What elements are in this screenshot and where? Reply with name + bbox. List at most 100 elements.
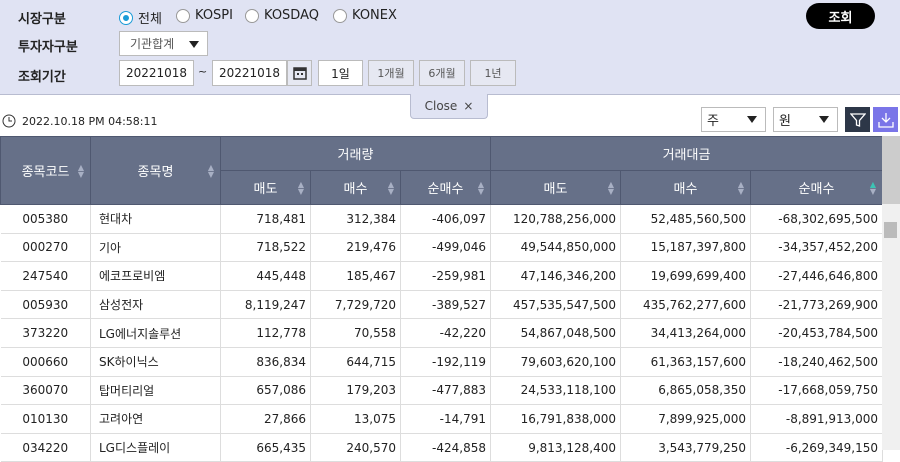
sort-icon: ▲ ▼: [207, 162, 214, 179]
timestamp: 2022.10.18 PM 04:58:11: [2, 114, 158, 128]
radio-label: KOSDAQ: [264, 8, 319, 23]
cell-name: SK하이닉스: [90, 347, 221, 377]
close-panel-button[interactable]: Close ×: [410, 94, 488, 119]
date-to-input[interactable]: 20221018: [212, 60, 287, 86]
radio-icon: [119, 10, 133, 25]
header-code[interactable]: 종목코드 ▲ ▼: [0, 136, 91, 205]
cell-vol-net: -192,119: [400, 347, 491, 377]
cell-amt-buy: 6,865,058,350: [620, 376, 751, 406]
cell-amt-buy: 61,363,157,600: [620, 347, 751, 377]
unit-qty-select[interactable]: 주: [701, 107, 766, 132]
chevron-down-icon: [819, 116, 829, 123]
cell-amt-buy: 7,899,925,000: [620, 404, 751, 434]
cell-amt-sell: 9,813,128,400: [490, 433, 621, 462]
chevron-down-icon: [747, 116, 757, 123]
cell-amt-sell: 24,533,118,100: [490, 376, 621, 406]
radio-label: KONEX: [352, 8, 397, 23]
clock-icon: [2, 114, 16, 128]
period-6month-button[interactable]: 6개월: [419, 60, 465, 86]
table-row[interactable]: 034220 LG디스플레이 665,435 240,570 -424,858 9,813…: [0, 433, 883, 462]
header-label: 종목코드: [21, 165, 70, 180]
scroll-thumb[interactable]: [884, 222, 897, 238]
cell-amt-sell: 16,791,838,000: [490, 404, 621, 434]
cell-vol-net: -424,858: [400, 433, 491, 462]
radio-kosdaq[interactable]: KOSDAQ: [245, 8, 319, 23]
cell-amt-net: -27,446,646,800: [750, 261, 883, 291]
table-row[interactable]: 010130 고려아연 27,866 13,075 -14,791 16,791,838,…: [0, 404, 883, 434]
table-row[interactable]: 360070 탑머티리얼 657,086 179,203 -477,883 24,533,…: [0, 376, 883, 406]
cell-name: 고려아연: [90, 404, 221, 434]
unit-amount-value: 원: [779, 114, 791, 129]
cell-amt-net: -34,357,452,200: [750, 233, 883, 263]
cell-amt-net: -20,453,784,500: [750, 318, 883, 348]
table-row[interactable]: 000270 기아 718,522 219,476 -499,046 49,544,850…: [0, 233, 883, 263]
cell-amt-buy: 52,485,560,500: [620, 204, 751, 234]
header-vol-sell[interactable]: 매도 ▲ ▼: [220, 170, 311, 205]
cell-vol-buy: 240,570: [310, 433, 401, 462]
cell-name: 현대차: [90, 204, 221, 234]
query-button[interactable]: 조회: [806, 3, 875, 29]
radio-icon: [245, 8, 259, 23]
cell-vol-net: -259,981: [400, 261, 491, 291]
table-row[interactable]: 247540 에코프로비엠 445,448 185,467 -259,981 47,146…: [0, 261, 883, 291]
cell-amt-net: -68,302,695,500: [750, 204, 883, 234]
calendar-icon[interactable]: [287, 60, 312, 86]
date-separator: ~: [198, 65, 208, 78]
sort-icon: ▲ ▼: [387, 179, 394, 196]
header-amt-buy[interactable]: 매수 ▲ ▼: [620, 170, 751, 205]
cell-code: 373220: [0, 318, 91, 348]
data-table: 종목코드 ▲ ▼ 종목명 ▲ ▼ 거래량 거래대금 매도 ▲ ▼ 매수 ▲ ▼ 순매수 ▲ ▼ 매도…: [0, 136, 883, 462]
cell-amt-sell: 79,603,620,100: [490, 347, 621, 377]
cell-code: 247540: [0, 261, 91, 291]
cell-vol-net: -477,883: [400, 376, 491, 406]
cell-amt-buy: 19,699,699,400: [620, 261, 751, 291]
header-amt-net[interactable]: 순매수 ▲ ▼: [750, 170, 883, 205]
filter-icon: [849, 112, 866, 127]
filter-button[interactable]: [845, 107, 870, 132]
cell-vol-buy: 70,558: [310, 318, 401, 348]
table-row[interactable]: 005930 삼성전자 8,119,247 7,729,720 -389,527 457,…: [0, 290, 883, 320]
cell-vol-sell: 665,435: [220, 433, 311, 462]
cell-vol-buy: 312,384: [310, 204, 401, 234]
unit-amount-select[interactable]: 원: [773, 107, 838, 132]
investor-select[interactable]: 기관합계: [119, 31, 208, 56]
header-vol-buy[interactable]: 매수 ▲ ▼: [310, 170, 401, 205]
cell-vol-sell: 112,778: [220, 318, 311, 348]
cell-vol-sell: 657,086: [220, 376, 311, 406]
investor-label: 투자자구분: [18, 40, 78, 55]
cell-vol-buy: 185,467: [310, 261, 401, 291]
cell-code: 005380: [0, 204, 91, 234]
radio-konex[interactable]: KONEX: [333, 8, 397, 23]
header-vol-net[interactable]: 순매수 ▲ ▼: [400, 170, 491, 205]
cell-amt-buy: 3,543,779,250: [620, 433, 751, 462]
vertical-scrollbar[interactable]: [882, 136, 900, 450]
cell-code: 360070: [0, 376, 91, 406]
radio-kospi[interactable]: KOSPI: [176, 8, 233, 23]
header-name[interactable]: 종목명 ▲ ▼: [90, 136, 221, 205]
date-from-input[interactable]: 20221018: [119, 60, 194, 86]
cell-vol-buy: 7,729,720: [310, 290, 401, 320]
table-row[interactable]: 005380 현대차 718,481 312,384 -406,097 120,788,2…: [0, 204, 883, 234]
period-1day-button[interactable]: 1일: [318, 60, 363, 86]
radio-all[interactable]: 전체: [119, 8, 162, 27]
cell-amt-net: -6,269,349,150: [750, 433, 883, 462]
header-amount: 거래대금: [490, 136, 883, 171]
download-button[interactable]: [873, 107, 898, 132]
cell-amt-net: -8,891,913,000: [750, 404, 883, 434]
cell-name: 에코프로비엠: [90, 261, 221, 291]
table-row[interactable]: 373220 LG에너지솔루션 112,778 70,558 -42,220 54,867…: [0, 318, 883, 348]
cell-amt-sell: 47,146,346,200: [490, 261, 621, 291]
cell-vol-buy: 13,075: [310, 404, 401, 434]
sort-icon: ▲ ▼: [477, 179, 484, 196]
cell-code: 000270: [0, 233, 91, 263]
period-1month-button[interactable]: 1개월: [368, 60, 414, 86]
close-icon: ×: [463, 99, 474, 113]
cell-name: LG에너지솔루션: [90, 318, 221, 348]
table-row[interactable]: 000660 SK하이닉스 836,834 644,715 -192,119 79,603…: [0, 347, 883, 377]
header-label: 순매수: [798, 182, 835, 197]
header-amt-sell[interactable]: 매도 ▲ ▼: [490, 170, 621, 205]
header-label: 순매수: [427, 182, 464, 197]
cell-name: 기아: [90, 233, 221, 263]
period-1year-button[interactable]: 1년: [470, 60, 516, 86]
cell-vol-net: -389,527: [400, 290, 491, 320]
